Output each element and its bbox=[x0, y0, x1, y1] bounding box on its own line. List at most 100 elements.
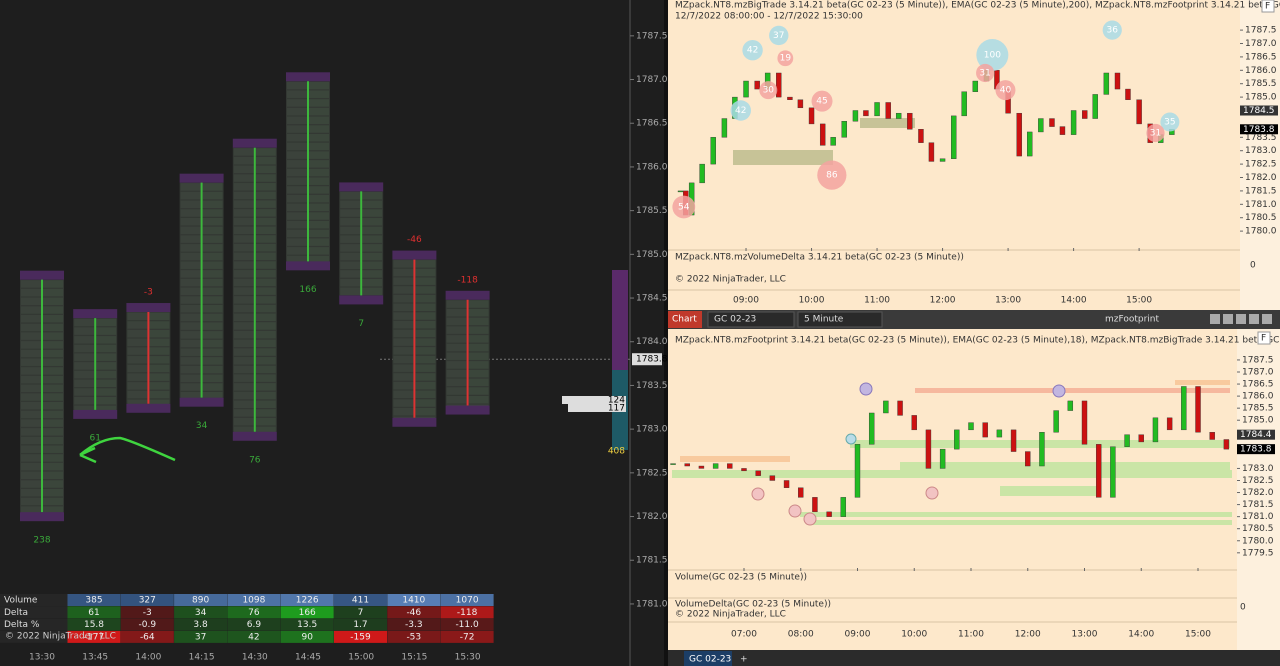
footprint-cell bbox=[468, 352, 489, 360]
instrument-select[interactable] bbox=[707, 311, 795, 328]
footprint-cell bbox=[309, 99, 329, 107]
price-marker-label: 1783.8 bbox=[1243, 125, 1275, 135]
window-button[interactable] bbox=[1236, 314, 1246, 324]
footprint-cell bbox=[180, 331, 201, 339]
big-trade-label: 86 bbox=[826, 171, 838, 181]
footprint-cell bbox=[255, 383, 276, 391]
footprint-cell bbox=[21, 497, 41, 506]
table-cell bbox=[280, 630, 334, 643]
footprint-cell bbox=[468, 317, 489, 326]
footprint-cell bbox=[255, 287, 276, 295]
indicator-label[interactable]: mzFootprint bbox=[1105, 315, 1160, 325]
price-tick-label: 1787.5 bbox=[1245, 26, 1277, 36]
price-marker bbox=[1237, 444, 1275, 455]
footprint-cell bbox=[255, 348, 276, 356]
footprint-cell bbox=[180, 304, 201, 313]
footprint-cell bbox=[233, 426, 254, 435]
footprint-cell bbox=[362, 278, 383, 287]
footprint-cell bbox=[415, 260, 436, 268]
table-value: 15.8 bbox=[84, 620, 104, 630]
table-value: 327 bbox=[139, 596, 156, 606]
footprint-cell bbox=[340, 261, 361, 270]
footprint-cell bbox=[446, 326, 467, 334]
bar-top bbox=[232, 138, 277, 148]
instrument-label[interactable]: GC 02-23 bbox=[714, 315, 756, 325]
footprint-cell bbox=[340, 235, 361, 243]
footprint-cell bbox=[393, 364, 414, 372]
footprint-cell bbox=[415, 286, 436, 294]
chart-tab-label[interactable]: Chart bbox=[672, 315, 697, 325]
tab[interactable] bbox=[684, 651, 732, 666]
candle bbox=[1059, 126, 1066, 135]
candle bbox=[1103, 72, 1110, 95]
delta-label: -3 bbox=[144, 288, 153, 298]
footprint-cell bbox=[468, 361, 489, 369]
table-cell bbox=[174, 594, 228, 606]
price-tick-label: 1779.5 bbox=[1242, 548, 1274, 558]
big-trade bbox=[976, 39, 1009, 72]
footprint-cell bbox=[149, 321, 170, 329]
big-trade-label: 35 bbox=[1164, 118, 1175, 128]
footprint-cell bbox=[127, 364, 148, 373]
row-label: Delta bbox=[4, 608, 28, 618]
footprint-cell bbox=[202, 287, 223, 296]
delta-label: 34 bbox=[196, 421, 208, 431]
big-trade bbox=[742, 40, 763, 61]
footprint-cell bbox=[43, 506, 63, 514]
table-cell bbox=[227, 618, 281, 631]
footprint-cell bbox=[43, 480, 63, 488]
footprint-cell bbox=[287, 107, 307, 116]
delta-label: 166 bbox=[299, 285, 316, 295]
big-trade-label: 19 bbox=[780, 54, 792, 64]
table-cell bbox=[334, 594, 387, 606]
footprint-cell bbox=[202, 391, 223, 400]
footprint-cell bbox=[287, 229, 307, 238]
corner-label: F bbox=[1265, 2, 1270, 12]
footprint-cell bbox=[415, 364, 436, 372]
table-cell bbox=[440, 630, 494, 643]
footprint-cell bbox=[468, 335, 489, 343]
footprint-cell bbox=[255, 339, 276, 348]
footprint-cell bbox=[21, 341, 41, 349]
table-row bbox=[0, 618, 68, 631]
footprint-cell bbox=[233, 270, 254, 278]
footprint-cell bbox=[233, 313, 254, 322]
add-tab[interactable]: + bbox=[740, 655, 748, 665]
footprint-cell bbox=[362, 191, 383, 200]
candle bbox=[951, 115, 957, 159]
interval-select[interactable] bbox=[797, 311, 883, 328]
footprint-cell bbox=[74, 396, 95, 405]
table-cell bbox=[67, 630, 121, 643]
footprint-cell bbox=[74, 344, 95, 353]
footprint-cell bbox=[202, 261, 223, 269]
footprint-cell bbox=[233, 348, 254, 356]
table-cell bbox=[227, 606, 281, 619]
window-button[interactable] bbox=[1223, 314, 1233, 324]
candle bbox=[1016, 112, 1022, 157]
footprint-cell bbox=[21, 349, 41, 358]
candle bbox=[787, 96, 793, 100]
chart-tab[interactable] bbox=[668, 311, 702, 328]
bar-top bbox=[73, 309, 118, 319]
candle bbox=[1152, 417, 1159, 443]
price-tick-label: 1783.0 bbox=[1245, 146, 1277, 156]
table-row bbox=[0, 594, 68, 606]
footprint-cell bbox=[149, 399, 170, 408]
table-value: -53 bbox=[406, 632, 421, 642]
price-tick-label: 1787.0 bbox=[1242, 368, 1274, 378]
tab-label[interactable]: GC 02-23 bbox=[689, 655, 731, 665]
window-button[interactable] bbox=[1249, 314, 1259, 324]
table-cell bbox=[67, 606, 121, 619]
trade-circle bbox=[859, 382, 873, 396]
footprint-cell bbox=[393, 338, 414, 346]
footprint-cell bbox=[96, 405, 117, 414]
window-button[interactable] bbox=[1210, 314, 1220, 324]
window-button[interactable] bbox=[1262, 314, 1272, 324]
interval-label[interactable]: 5 Minute bbox=[804, 315, 844, 325]
delta-label: 61 bbox=[89, 433, 100, 443]
table-value: 37 bbox=[195, 632, 206, 642]
candle bbox=[741, 468, 747, 472]
price-tick-label: 1784.0 bbox=[636, 337, 668, 347]
footprint-cell bbox=[127, 390, 148, 399]
